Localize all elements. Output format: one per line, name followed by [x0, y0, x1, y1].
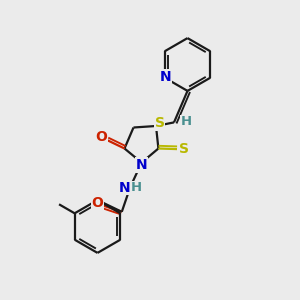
Text: H: H	[131, 181, 142, 194]
Text: O: O	[91, 196, 103, 210]
Text: N: N	[119, 181, 130, 195]
Text: N: N	[136, 158, 147, 172]
Text: H: H	[181, 115, 192, 128]
Text: S: S	[154, 116, 165, 130]
Text: N: N	[159, 70, 171, 84]
Text: O: O	[95, 130, 107, 144]
Text: S: S	[178, 142, 189, 156]
